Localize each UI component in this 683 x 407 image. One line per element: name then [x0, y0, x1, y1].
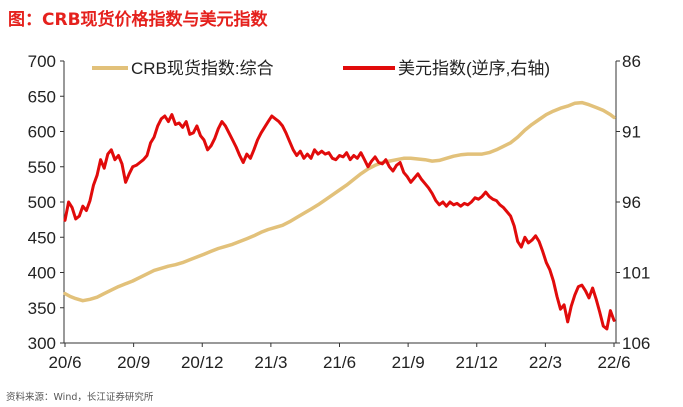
legend-label-1: 美元指数(逆序,右轴): [398, 59, 550, 78]
legend-label-0: CRB现货指数:综合: [131, 59, 274, 78]
y-right-tick-label: 101: [622, 264, 650, 283]
y-left-tick-label: 600: [28, 123, 56, 142]
x-tick-label: 20/6: [48, 353, 81, 372]
x-tick-label: 21/9: [392, 353, 425, 372]
y-left-tick-label: 350: [28, 299, 56, 318]
x-tick-label: 21/6: [323, 353, 356, 372]
series-line-0: [63, 100, 616, 303]
y-left-tick-label: 300: [28, 334, 56, 353]
y-right-tick-label: 106: [622, 334, 650, 353]
y-left-tick-label: 550: [28, 158, 56, 177]
x-tick-label: 22/6: [597, 353, 630, 372]
y-right-tick-label: 86: [622, 52, 641, 71]
source-note: 资料来源：Wind，长江证券研究所: [6, 392, 154, 403]
x-tick-label: 21/3: [254, 353, 287, 372]
series-line-1: [63, 113, 616, 331]
y-left-tick-label: 500: [28, 193, 56, 212]
y-left-tick-label: 400: [28, 264, 56, 283]
y-left-tick-label: 650: [28, 87, 56, 106]
y-right-tick-label: 91: [622, 123, 641, 142]
x-tick-label: 20/12: [181, 353, 224, 372]
legend: CRB现货指数:综合 美元指数(逆序,右轴): [92, 59, 550, 78]
y-left-tick-label: 450: [28, 228, 56, 247]
y-left-tick-label: 700: [28, 52, 56, 71]
x-tick-label: 21/12: [455, 353, 498, 372]
y-right-tick-label: 96: [622, 193, 641, 212]
x-tick-label: 20/9: [117, 353, 150, 372]
chart-title: 图：CRB现货价格指数与美元指数: [8, 10, 268, 30]
x-tick-label: 22/3: [529, 353, 562, 372]
